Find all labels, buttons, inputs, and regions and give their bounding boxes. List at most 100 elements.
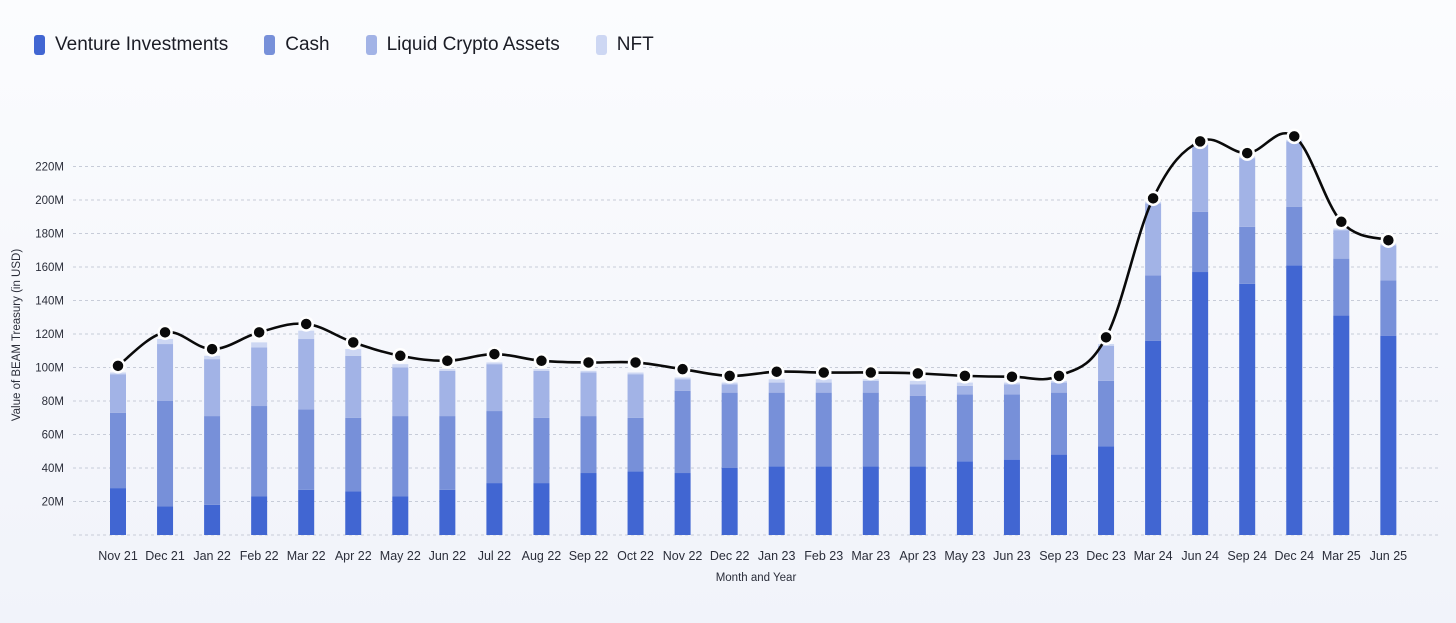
bar-segment-cash <box>204 416 221 505</box>
y-tick-label: 220M <box>35 162 64 174</box>
total-point <box>1004 368 1020 385</box>
x-tick-label: Jan 22 <box>193 549 231 563</box>
total-point <box>910 365 926 382</box>
bar-segment-cash <box>157 401 174 507</box>
legend-item-cash: Cash <box>264 34 330 56</box>
total-line-layer <box>110 128 1397 385</box>
x-tick-label: Sep 23 <box>1039 549 1079 563</box>
x-tick-label: Aug 22 <box>522 549 562 563</box>
bar-segment-nft <box>956 382 973 386</box>
bar-segment-venture <box>157 506 174 535</box>
bar-segment-nft <box>815 379 832 383</box>
bar-segment-venture <box>533 483 550 535</box>
bar-segment-liquid <box>486 364 503 412</box>
bar-segment-cash <box>580 416 597 474</box>
total-point <box>533 353 550 369</box>
x-tick-label: Sep 22 <box>569 549 609 563</box>
bar-segment-cash <box>486 411 503 484</box>
x-tick-label: May 22 <box>380 549 421 563</box>
y-tick-label: 80M <box>42 396 64 408</box>
bar-segment-cash <box>345 417 362 492</box>
x-tick-label: Mar 25 <box>1322 549 1361 563</box>
x-tick-label: Jun 22 <box>429 549 467 563</box>
legend-label-liquid: Liquid Crypto Assets <box>386 34 560 55</box>
bar-segment-nft <box>909 380 926 385</box>
y-tick-label: 180M <box>35 229 64 241</box>
x-tick-label: Mar 22 <box>287 549 326 563</box>
bar-segment-liquid <box>1145 203 1162 276</box>
bar-segment-cash <box>1380 280 1397 336</box>
x-tick-label: Oct 22 <box>617 549 654 563</box>
x-tick-label: Feb 22 <box>240 549 279 563</box>
x-tick-label: Jul 22 <box>478 549 511 563</box>
bar-segment-nft <box>251 342 268 348</box>
bar-segment-liquid <box>862 380 879 393</box>
x-tick-label: Dec 24 <box>1274 549 1314 563</box>
total-point <box>251 324 267 341</box>
bar-segment-cash <box>1192 211 1209 273</box>
bar-segment-venture <box>110 488 126 535</box>
total-point <box>816 364 832 381</box>
legend-item-venture-investments: Venture Investments <box>34 34 228 56</box>
bar-segment-venture <box>909 466 926 535</box>
total-point <box>486 346 503 362</box>
bar-segment-nft <box>627 372 644 375</box>
legend-label-cash: Cash <box>285 34 330 55</box>
bar-segment-liquid <box>1239 158 1256 227</box>
bar-segment-venture <box>392 496 409 535</box>
bar-segment-liquid <box>956 385 973 395</box>
y-tick-label: 40M <box>42 463 64 475</box>
bar-segment-liquid <box>580 372 597 417</box>
bar-segment-nft <box>674 377 691 380</box>
bar-segment-liquid <box>1051 382 1067 393</box>
legend-label-nft: NFT <box>616 34 654 55</box>
total-point <box>957 368 973 384</box>
total-point <box>345 334 361 351</box>
bar-segment-venture <box>815 466 832 535</box>
total-point <box>1239 145 1255 161</box>
x-tick-label: Jan 23 <box>758 549 796 563</box>
total-point <box>1380 232 1397 248</box>
legend-item-nft: NFT <box>595 34 654 56</box>
bar-segment-liquid <box>1333 230 1350 259</box>
bar-segment-nft <box>439 369 456 371</box>
bar-segment-venture <box>956 461 973 535</box>
y-tick-label: 120M <box>35 329 64 341</box>
bar-segment-cash <box>627 417 644 472</box>
x-tick-label: Mar 24 <box>1134 549 1173 563</box>
bar-segment-cash <box>1145 275 1162 341</box>
total-point <box>627 354 644 371</box>
x-tick-label: Nov 21 <box>98 549 138 563</box>
bar-segment-venture <box>1098 446 1115 535</box>
bar-segment-liquid <box>157 344 174 401</box>
total-point <box>1192 133 1208 150</box>
bar-segment-liquid <box>298 339 315 410</box>
bar-segment-cash <box>956 394 973 462</box>
x-tick-label: Dec 23 <box>1086 549 1126 563</box>
total-point <box>580 354 597 371</box>
bar-segment-venture <box>204 504 221 535</box>
bar-segment-venture <box>1239 283 1256 535</box>
x-tick-label: Dec 21 <box>145 549 185 563</box>
total-point <box>110 358 126 374</box>
bar-segment-nft <box>204 355 221 360</box>
legend-item-liquid-crypto-assets: Liquid Crypto Assets <box>365 34 560 56</box>
x-tick-label: Jun 25 <box>1370 549 1408 563</box>
bar-segment-venture <box>1192 272 1209 535</box>
bar-segment-liquid <box>345 355 362 418</box>
y-tick-label: 20M <box>42 497 64 509</box>
bar-segment-venture <box>862 466 879 535</box>
bar-segment-liquid <box>251 347 268 407</box>
bar-segment-cash <box>909 395 926 467</box>
total-point <box>1286 128 1302 145</box>
bar-segment-liquid <box>439 370 456 417</box>
legend-label-venture: Venture Investments <box>55 34 229 55</box>
total-point <box>157 324 173 341</box>
bar-segment-cash <box>815 392 832 467</box>
bar-segment-venture <box>1051 454 1067 535</box>
bar-segment-nft <box>580 370 597 373</box>
bar-segment-liquid <box>1098 345 1115 381</box>
bar-segment-nft <box>345 349 362 356</box>
bar-segment-venture <box>439 489 456 535</box>
